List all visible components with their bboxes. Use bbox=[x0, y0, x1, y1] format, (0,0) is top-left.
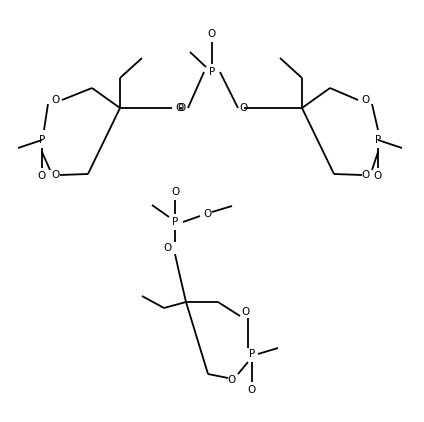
Text: O: O bbox=[240, 103, 248, 113]
Text: O: O bbox=[242, 307, 250, 317]
Text: O: O bbox=[178, 103, 186, 113]
Text: O: O bbox=[362, 170, 370, 180]
Text: P: P bbox=[172, 217, 178, 227]
Text: O: O bbox=[203, 209, 211, 219]
Text: P: P bbox=[375, 135, 381, 145]
Text: O: O bbox=[208, 29, 216, 39]
Text: O: O bbox=[228, 375, 236, 385]
Text: O: O bbox=[248, 385, 256, 395]
Text: O: O bbox=[176, 103, 184, 113]
Text: O: O bbox=[374, 171, 382, 181]
Text: O: O bbox=[362, 95, 370, 105]
Text: O: O bbox=[171, 187, 179, 197]
Text: P: P bbox=[209, 67, 215, 77]
Text: O: O bbox=[51, 170, 59, 180]
Text: O: O bbox=[163, 243, 171, 253]
Text: O: O bbox=[38, 171, 46, 181]
Text: O: O bbox=[51, 95, 59, 105]
Text: P: P bbox=[39, 135, 45, 145]
Text: P: P bbox=[249, 349, 255, 359]
